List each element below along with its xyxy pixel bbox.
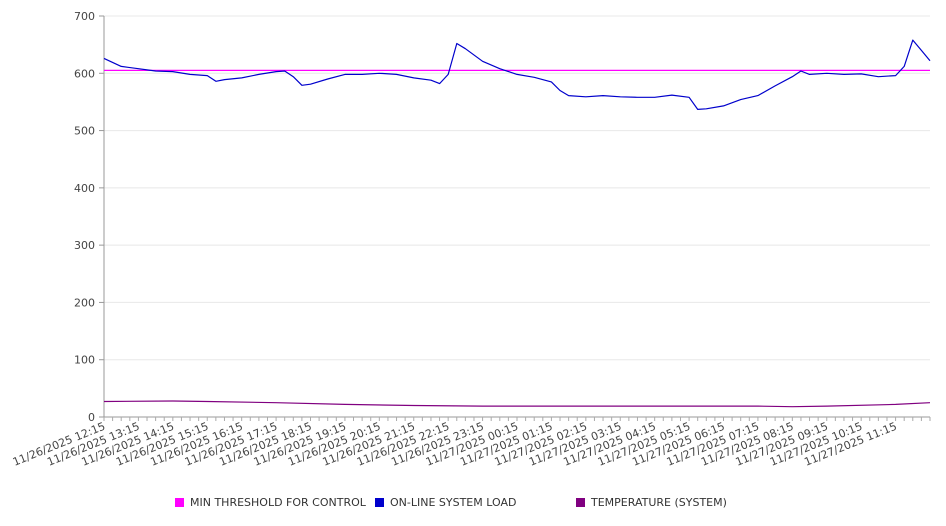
series-line-3 — [103, 400, 931, 408]
y-tick-label: 700 — [74, 10, 95, 23]
legend-item: MIN THRESHOLD FOR CONTROL — [175, 496, 366, 509]
grid — [104, 15, 930, 361]
legend-swatch — [175, 498, 184, 507]
legend-swatch — [576, 498, 585, 507]
y-tick-label: 0 — [88, 411, 95, 424]
series-line-2 — [103, 39, 931, 111]
legend: MIN THRESHOLD FOR CONTROL ON-LINE SYSTEM … — [0, 496, 946, 514]
y-axis-ticks: 0 100 200 300 400 500 600 700 — [74, 10, 104, 424]
legend-item: ON-LINE SYSTEM LOAD — [375, 496, 516, 509]
legend-label: ON-LINE SYSTEM LOAD — [390, 496, 517, 509]
legend-label: TEMPERATURE (SYSTEM) — [591, 496, 727, 509]
legend-swatch — [375, 498, 384, 507]
y-tick-label: 400 — [74, 182, 95, 195]
y-tick-label: 600 — [74, 67, 95, 80]
y-tick-label: 300 — [74, 239, 95, 252]
series-layer — [103, 39, 931, 408]
legend-item: TEMPERATURE (SYSTEM) — [576, 496, 727, 509]
legend-label: MIN THRESHOLD FOR CONTROL — [190, 496, 366, 509]
axes — [103, 16, 930, 418]
y-tick-label: 200 — [74, 296, 95, 309]
y-tick-label: 100 — [74, 354, 95, 367]
y-tick-label: 500 — [74, 125, 95, 138]
